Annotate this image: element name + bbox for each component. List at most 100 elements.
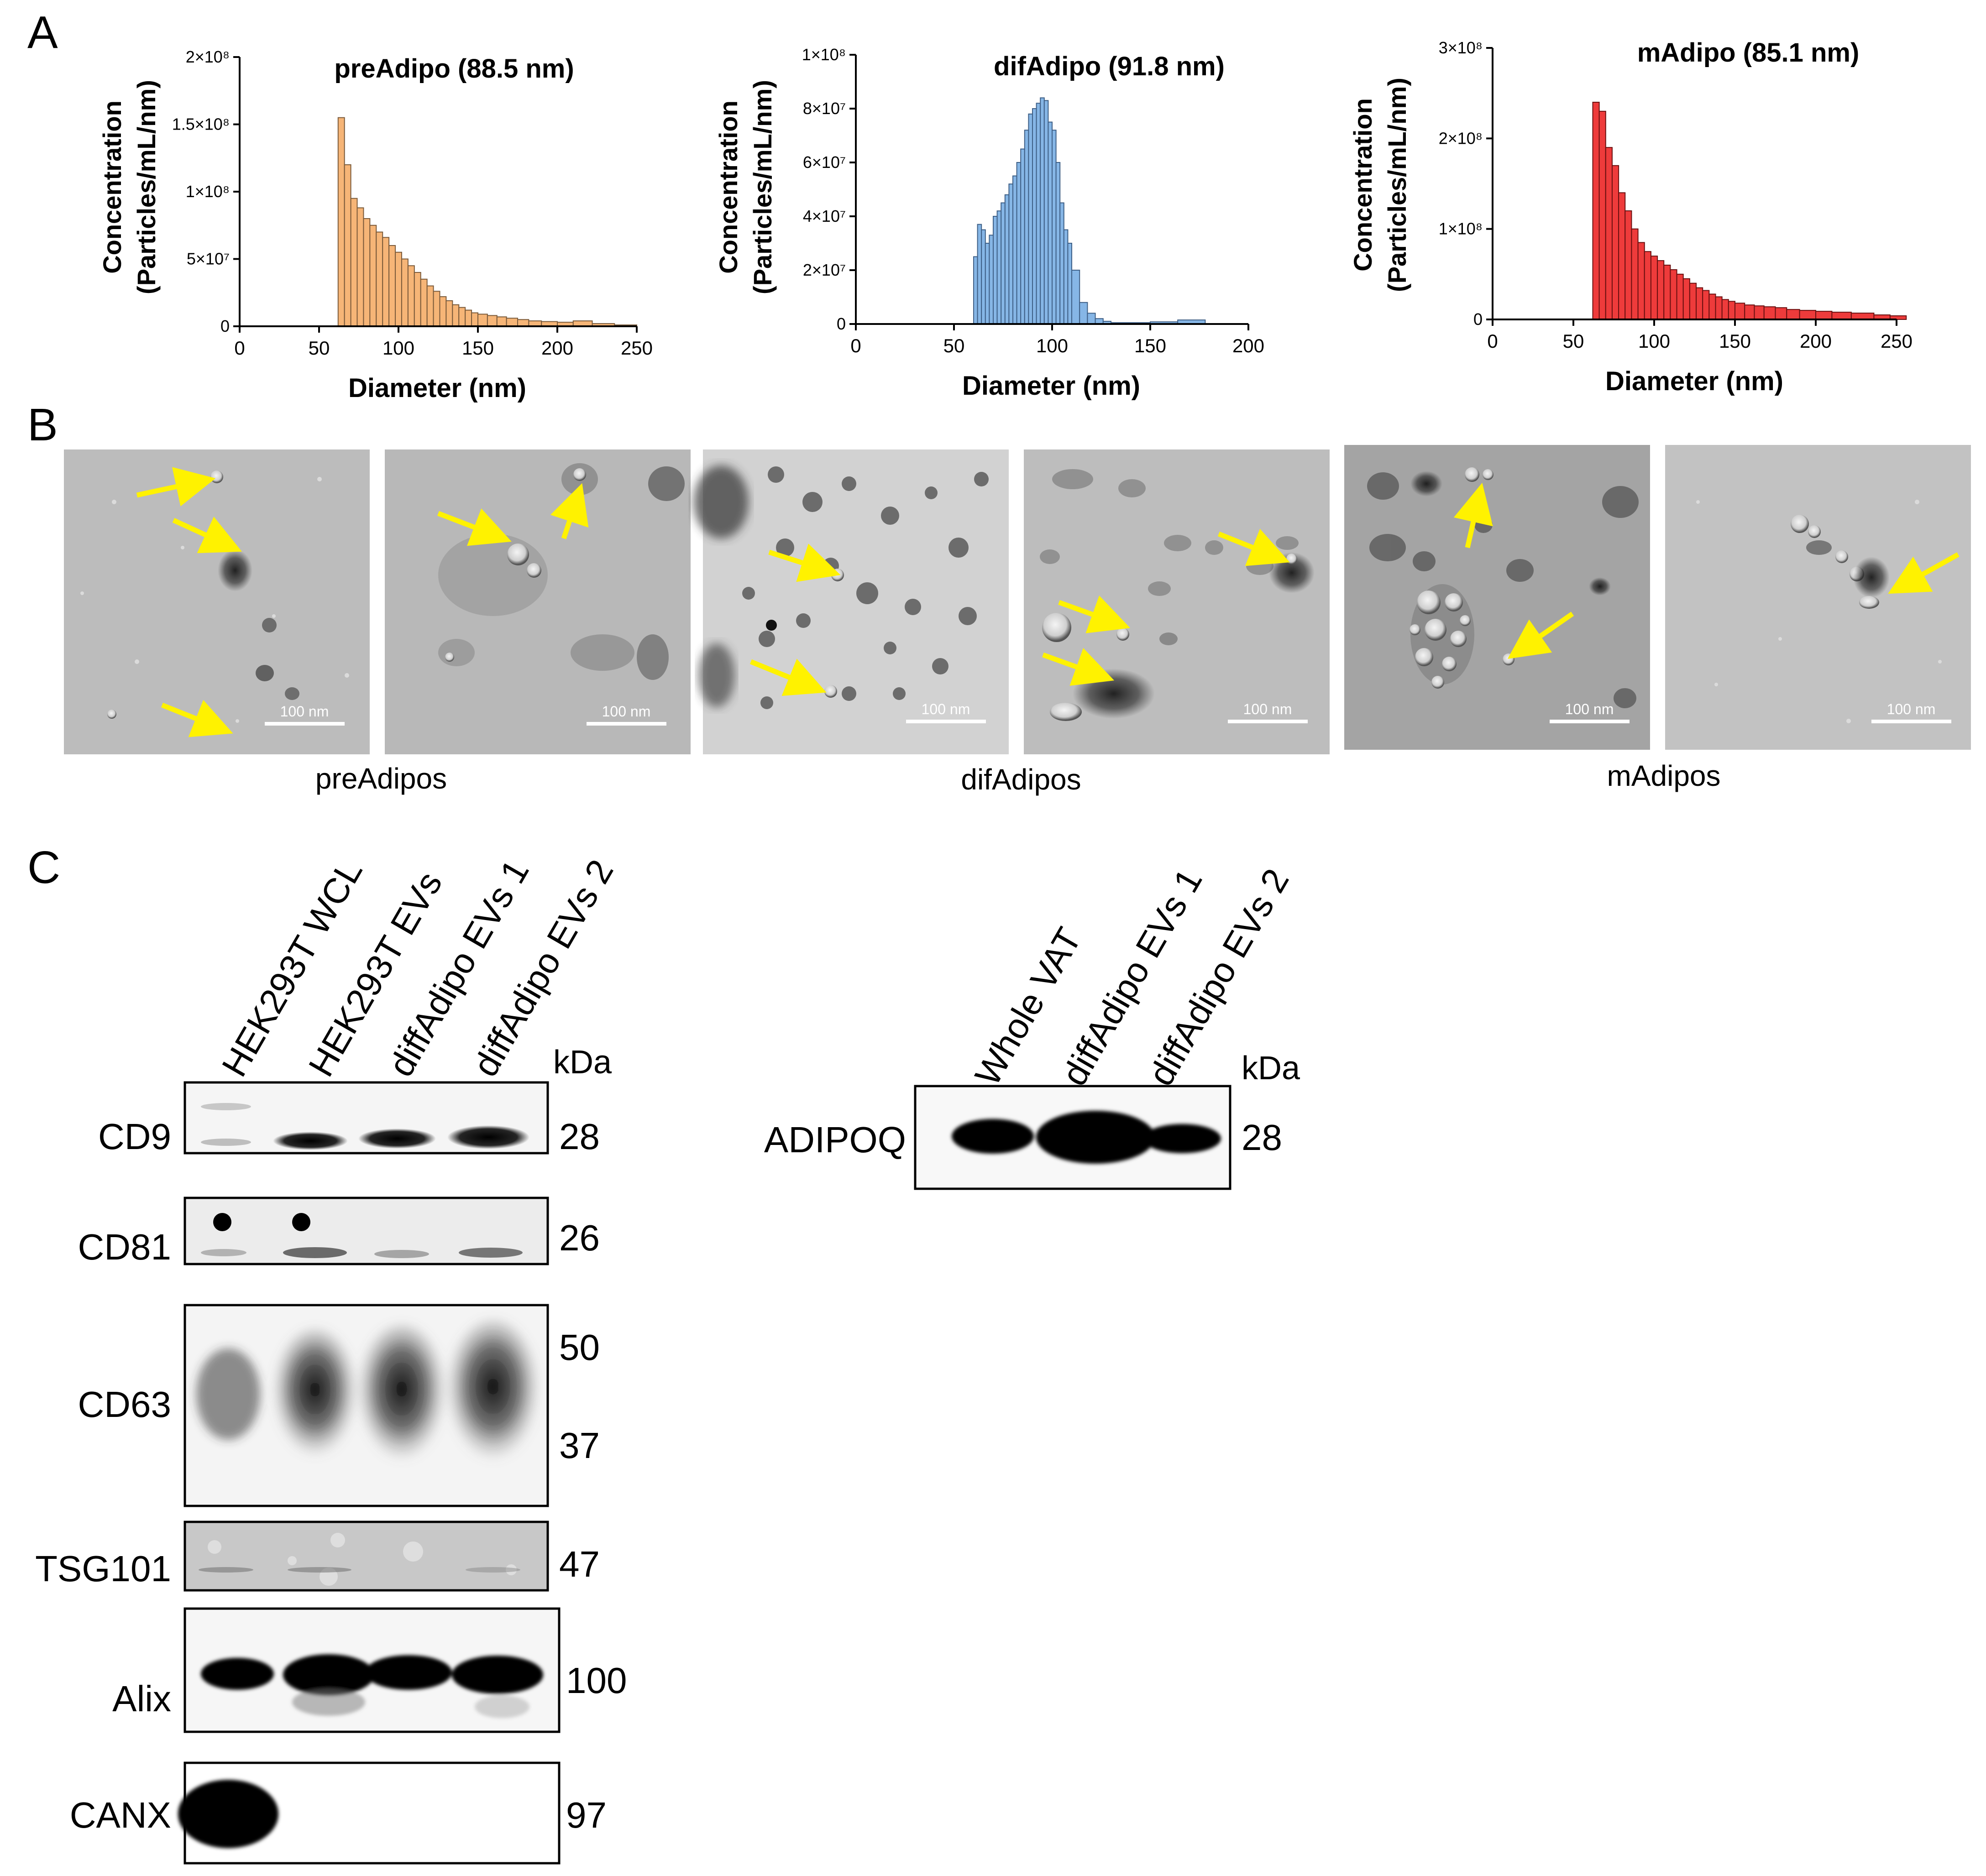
histogram-bar [1032,108,1037,324]
x-tick-label: 0 [850,335,861,356]
histogram-bar [465,309,472,327]
blot-row-label: CD9 [98,1116,171,1157]
histogram-bar [1799,310,1817,320]
blot-row-label: TSG101 [35,1548,171,1589]
y-axis-label-line1: Concentration [98,100,126,274]
histogram-bar [1043,100,1049,325]
axes: 0 50 100 150 200 250 0 1×10⁸ 2×10⁸ 3×10⁸ [1439,38,1913,352]
bars [337,117,638,327]
blot-left: HEK293T WCL HEK293T EVs diffAdipo EVs 1 … [35,853,627,1865]
histogram-bar [477,314,488,327]
histogram-bar [337,117,345,327]
x-axis-label: Diameter (nm) [962,371,1140,401]
histogram-bar [1744,304,1755,320]
y-tick-label: 6×10⁷ [803,153,846,172]
mw-label: 28 [559,1116,600,1157]
x-tick-label: 50 [943,335,965,356]
histogram-bar [977,224,982,325]
histogram-bar [1016,162,1022,324]
x-tick-label: 250 [621,337,653,359]
histogram-bar [350,198,358,327]
panel-label-a: A [27,7,58,58]
y-tick-label: 8×10⁷ [803,99,846,118]
histogram-bar [369,225,377,327]
histogram-bar [1715,296,1723,320]
histogram-bar [395,251,402,327]
histogram-bar [1702,290,1710,320]
panel-label-b: B [27,399,58,450]
histogram-madipo: mAdipo (85.1 nm) Concentration (Particle… [1348,38,1913,396]
tem-image-madipos-1: 100 nm [1344,445,1650,750]
tem-image-difadipos-2: 100 nm [1024,449,1330,754]
y-axis-label-line1: Concentration [1348,98,1377,272]
y-tick-label: 1×10⁸ [186,182,230,201]
histogram-bar [1592,102,1600,320]
scale-bar-label: 100 nm [280,703,329,720]
y-tick-label: 1.5×10⁸ [172,115,230,134]
histogram-bar [1605,147,1613,320]
mw-label: 37 [559,1425,600,1466]
histogram-bar [993,216,998,324]
tem-image-preadipos-2: 100 nm [385,449,691,754]
histogram-bar [1696,287,1703,320]
y-tick-label: 0 [1473,310,1483,329]
y-tick-label: 3×10⁸ [1439,38,1483,57]
chart-title: difAdipo (91.8 nm) [994,52,1225,81]
histogram-bar [496,316,507,327]
x-tick-label: 100 [383,337,414,359]
axes: 0 50 100 150 200 0 2×10⁷ 4×10⁷ 6×10⁷ 8×10⁷ 1×10⁸ [802,45,1264,356]
histogram-bar [1624,210,1632,320]
y-axis-label-line2: (Particles/mL/nm) [132,80,161,294]
x-tick-label: 100 [1638,330,1670,352]
histogram-bar [1048,121,1053,324]
y-tick-label: 1×10⁸ [802,45,846,64]
histogram-bar [981,229,986,324]
histogram-bar [1850,313,1875,320]
histogram-bar [458,307,466,327]
x-tick-label: 150 [1134,335,1166,356]
y-tick-label: 2×10⁸ [1439,129,1483,147]
x-tick-label: 250 [1881,330,1913,352]
histogram-bar [1087,313,1096,325]
x-tick-label: 100 [1036,335,1068,356]
histogram-bar [1036,103,1041,324]
histogram-bar [1040,97,1045,324]
histogram-preadipo: preAdipo (88.5 nm) Concentration (Partic… [98,47,653,403]
histogram-bar [414,272,421,327]
mw-label: 47 [559,1544,600,1584]
histogram-bar [1020,148,1025,324]
blot-right: Whole VAT diffAdipo EVs 1 diffAdipo EVs … [764,862,1300,1190]
histogram-bar [1059,202,1064,324]
histogram-bar [1728,301,1736,320]
histogram-bar [1682,278,1690,320]
bars [973,97,1206,325]
chart-title: mAdipo (85.1 nm) [1637,38,1860,68]
histogram-bar [1644,251,1651,320]
blot-row-label: CANX [70,1795,171,1835]
y-axis-label-line2: (Particles/mL/nm) [1383,78,1411,292]
histogram-bar [426,285,434,327]
histogram-bar [1618,192,1626,320]
x-tick-label: 0 [234,337,245,359]
x-tick-label: 150 [1719,330,1751,352]
histogram-bar [517,319,529,327]
y-tick-label: 1×10⁸ [1439,219,1483,238]
histogram-bar [1055,162,1061,324]
histogram-bar [973,256,978,324]
histogram-bar [1708,293,1716,320]
x-tick-label: 50 [309,337,330,359]
mw-label: 28 [1242,1117,1282,1158]
histogram-bar [1721,299,1729,320]
tem-image-difadipos-1: 100 nm [694,449,1009,754]
bars [1592,102,1907,320]
histogram-bar [1754,305,1765,320]
histogram-bar [1689,282,1697,320]
histogram-bar [356,207,364,327]
histogram-bar [401,258,409,327]
histogram-bar [433,291,440,327]
chart-title: preAdipo (88.5 nm) [334,54,574,84]
histogram-bar [1028,113,1033,325]
histogram-bar [1889,315,1907,320]
histogram-bar [1071,270,1080,324]
